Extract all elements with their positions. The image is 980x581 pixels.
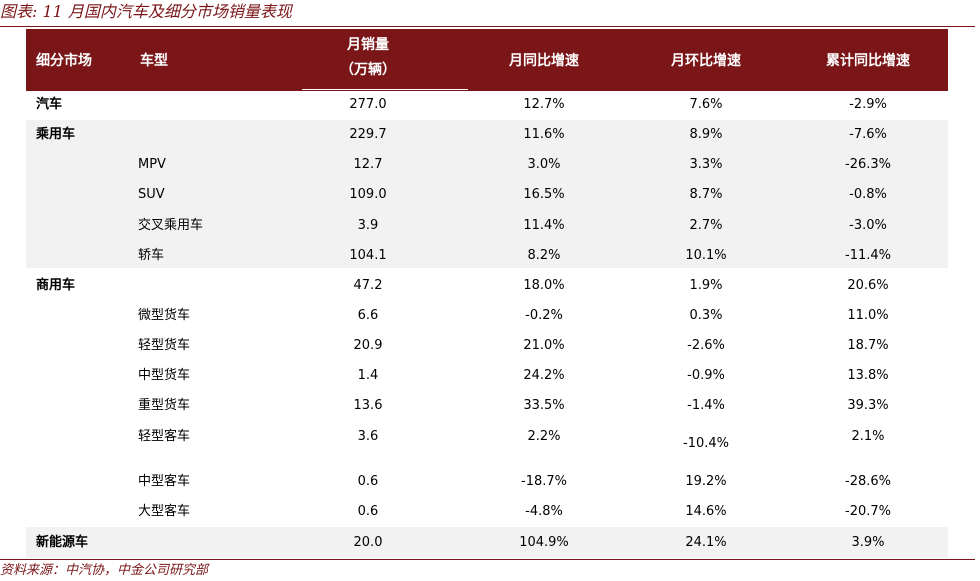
- header-sales-unit: （万辆）: [340, 62, 396, 78]
- sales-cell: 229.7: [349, 127, 387, 142]
- sales-cell: 3.6: [357, 429, 379, 444]
- ytd-cell: -11.4%: [845, 248, 891, 263]
- header-separator: [302, 89, 468, 90]
- passenger-car-band: [26, 120, 948, 268]
- sales-cell: 12.7: [353, 157, 383, 172]
- segment-cell: 乘用车: [36, 127, 76, 142]
- ytd-cell: 20.6%: [847, 278, 889, 293]
- mom-cell: 10.1%: [685, 248, 727, 263]
- header-yoy: 月同比增速: [509, 53, 579, 69]
- mom-cell: -0.9%: [687, 368, 725, 383]
- mom-cell: 14.6%: [685, 504, 727, 519]
- mom-cell: 8.7%: [689, 187, 723, 202]
- header-sales: 月销量 （万辆）: [318, 33, 418, 83]
- header-sales-title: 月销量: [347, 37, 389, 53]
- sales-cell: 20.0: [353, 535, 383, 550]
- sales-cell: 0.6: [357, 504, 379, 519]
- mom-cell: 8.9%: [689, 127, 723, 142]
- mom-cell: 0.3%: [689, 308, 723, 323]
- yoy-cell: 8.2%: [527, 248, 561, 263]
- mom-cell: 1.9%: [689, 278, 723, 293]
- sales-cell: 109.0: [349, 187, 387, 202]
- header-rule: [26, 90, 948, 91]
- model-cell: SUV: [138, 187, 165, 202]
- ytd-cell: -2.9%: [849, 97, 887, 112]
- mom-cell: -1.4%: [687, 398, 725, 413]
- model-cell: 交叉乘用车: [138, 218, 204, 233]
- ytd-cell: -26.3%: [845, 157, 891, 172]
- sales-cell: 277.0: [349, 97, 387, 112]
- ytd-cell: 3.9%: [851, 535, 885, 550]
- sales-cell: 47.2: [353, 278, 383, 293]
- yoy-cell: -18.7%: [521, 474, 567, 489]
- model-cell: 轿车: [138, 248, 165, 263]
- mom-cell: -2.6%: [687, 338, 725, 353]
- yoy-cell: 104.9%: [519, 535, 569, 550]
- ytd-cell: -3.0%: [849, 218, 887, 233]
- mom-cell: 7.6%: [689, 97, 723, 112]
- source-note: 资料来源：中汽协，中金公司研究部: [0, 563, 209, 578]
- ytd-cell: 39.3%: [847, 398, 889, 413]
- yoy-cell: 18.0%: [523, 278, 565, 293]
- segment-cell: 商用车: [36, 278, 76, 293]
- ytd-cell: 11.0%: [847, 308, 889, 323]
- header-segment: 细分市场: [36, 53, 92, 69]
- yoy-cell: 12.7%: [523, 97, 565, 112]
- sales-cell: 3.9: [357, 218, 379, 233]
- ytd-cell: 18.7%: [847, 338, 889, 353]
- segment-cell: 汽车: [36, 97, 63, 112]
- table-header: [26, 29, 948, 90]
- nev-band: [26, 527, 948, 558]
- ytd-cell: -28.6%: [845, 474, 891, 489]
- figure-title: 图表: 11 月国内汽车及细分市场销量表现: [0, 2, 292, 21]
- ytd-cell: -7.6%: [849, 127, 887, 142]
- mom-cell: 2.7%: [689, 218, 723, 233]
- model-cell: 重型货车: [138, 398, 191, 413]
- mom-cell: 3.3%: [689, 157, 723, 172]
- yoy-cell: 2.2%: [527, 429, 561, 444]
- mom-cell: 19.2%: [685, 474, 727, 489]
- mom-cell: -10.4%: [683, 436, 729, 451]
- ytd-cell: 13.8%: [847, 368, 889, 383]
- header-ytd-yoy: 累计同比增速: [826, 53, 910, 69]
- sales-cell: 13.6: [353, 398, 383, 413]
- header-model: 车型: [140, 53, 168, 69]
- yoy-cell: 16.5%: [523, 187, 565, 202]
- mom-cell: 24.1%: [685, 535, 727, 550]
- model-cell: 微型货车: [138, 308, 191, 323]
- yoy-cell: 21.0%: [523, 338, 565, 353]
- model-cell: 轻型货车: [138, 338, 191, 353]
- title-rule: [0, 26, 975, 27]
- sales-cell: 104.1: [349, 248, 387, 263]
- sales-cell: 20.9: [353, 338, 383, 353]
- model-cell: 中型货车: [138, 368, 191, 383]
- bottom-rule: [0, 559, 975, 560]
- yoy-cell: 11.6%: [523, 127, 565, 142]
- yoy-cell: -4.8%: [525, 504, 563, 519]
- model-cell: MPV: [138, 157, 166, 172]
- yoy-cell: 24.2%: [523, 368, 565, 383]
- segment-cell: 新能源车: [36, 535, 89, 550]
- sales-cell: 0.6: [357, 474, 379, 489]
- model-cell: 中型客车: [138, 474, 191, 489]
- model-cell: 大型客车: [138, 504, 191, 519]
- sales-cell: 6.6: [357, 308, 379, 323]
- model-cell: 轻型客车: [138, 429, 191, 444]
- header-mom: 月环比增速: [671, 53, 741, 69]
- ytd-cell: -0.8%: [849, 187, 887, 202]
- yoy-cell: -0.2%: [525, 308, 563, 323]
- sales-cell: 1.4: [357, 368, 379, 383]
- yoy-cell: 33.5%: [523, 398, 565, 413]
- yoy-cell: 11.4%: [523, 218, 565, 233]
- ytd-cell: -20.7%: [845, 504, 891, 519]
- yoy-cell: 3.0%: [527, 157, 561, 172]
- ytd-cell: 2.1%: [851, 429, 885, 444]
